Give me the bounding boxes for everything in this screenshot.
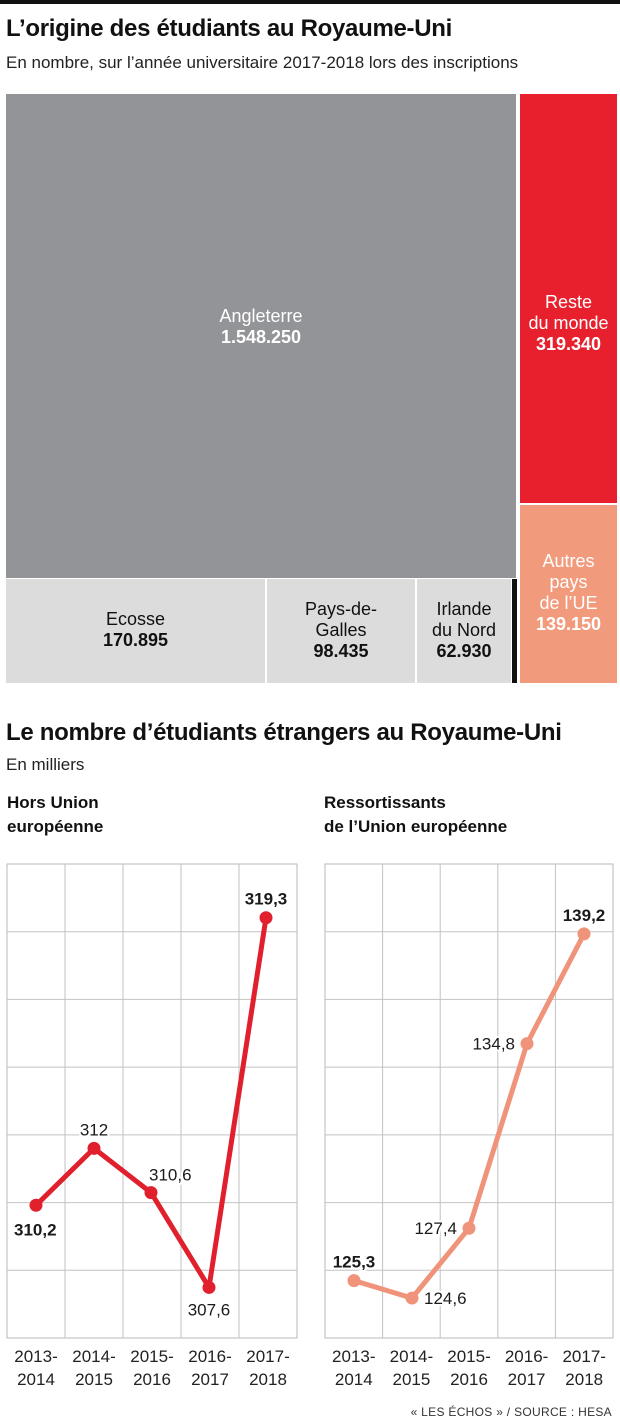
cell-autres-pays-ue-label: Autres pays de l’UE 139.150: [520, 551, 617, 635]
ue-point: [347, 1274, 361, 1288]
hors-ue-point: [29, 1198, 43, 1212]
hors-ue-data-label: 307,6: [188, 1300, 231, 1319]
ue-data-label: 125,3: [333, 1253, 376, 1272]
cell-ecosse: Ecosse 170.895: [6, 579, 265, 683]
ue-data-label: 139,2: [563, 906, 606, 925]
line-section-title: Le nombre d’étudiants étrangers au Royau…: [6, 719, 562, 746]
cell-irlande-du-nord: Irlande du Nord 62.930: [417, 579, 511, 683]
ue-tick-label: 2015-: [447, 1347, 490, 1366]
hors-ue-tick-label: 2015: [75, 1370, 113, 1389]
ue-data-label: 127,4: [414, 1219, 457, 1238]
hors-ue-point: [144, 1186, 158, 1200]
cell-angleterre-label: Angleterre 1.548.250: [6, 306, 516, 348]
cell-divider-bar: [512, 579, 517, 683]
cell-pays-de-galles-value: 98.435: [313, 641, 369, 661]
cell-irlande-du-nord-label: Irlande du Nord 62.930: [417, 599, 511, 662]
cell-pays-de-galles-label: Pays-de- Galles 98.435: [267, 599, 415, 662]
cell-autres-pays-ue-name: Autres pays de l’UE: [539, 551, 598, 613]
ue-tick-label: 2014: [335, 1370, 373, 1389]
cell-ecosse-name: Ecosse: [105, 609, 166, 629]
ue-tick-label: 2016-: [505, 1347, 548, 1366]
ue-plot-area: [324, 863, 614, 1339]
hors-ue-point: [259, 911, 273, 925]
treemap-subtitle: En nombre, sur l’année universitaire 201…: [6, 53, 519, 72]
cell-irlande-du-nord-name: Irlande du Nord: [431, 599, 497, 640]
cell-irlande-du-nord-value: 62.930: [436, 641, 492, 661]
ue-point: [577, 927, 591, 941]
ue-tick-label: 2017-: [562, 1347, 605, 1366]
hors-ue-tick-label: 2015-: [130, 1347, 173, 1366]
panel-title-ue: Ressortissants de l’Union européenne: [324, 793, 508, 836]
ue-data-label: 134,8: [472, 1035, 515, 1054]
line-section-subtitle: En milliers: [6, 755, 85, 774]
hors-ue-tick-label: 2016: [133, 1370, 171, 1389]
hors-ue-tick-label: 2016-: [188, 1347, 231, 1366]
cell-pays-de-galles: Pays-de- Galles 98.435: [267, 579, 415, 683]
ue-tick-label: 2016: [450, 1370, 488, 1389]
ue-point: [462, 1221, 476, 1235]
cell-pays-de-galles-name: Pays-de- Galles: [304, 599, 378, 640]
source-credit: « LES ÉCHOS » / SOURCE : HESA: [410, 1405, 612, 1419]
ue-tick-label: 2013-: [332, 1347, 375, 1366]
hors-ue-tick-label: 2017: [191, 1370, 229, 1389]
ue-tick-label: 2015: [392, 1370, 430, 1389]
hors-ue-tick-label: 2014-: [72, 1347, 115, 1366]
panel-title-hors-ue: Hors Union européenne: [7, 793, 104, 836]
hors-ue-point: [87, 1141, 101, 1155]
cell-reste-du-monde-label: Reste du monde 319.340: [520, 292, 617, 355]
cell-reste-du-monde-value: 319.340: [535, 334, 602, 354]
hors-ue-data-label: 312: [80, 1120, 108, 1139]
hors-ue-point: [202, 1280, 216, 1294]
ue-tick-label: 2017: [508, 1370, 546, 1389]
ue-tick-label: 2018: [565, 1370, 603, 1389]
ue-point: [405, 1291, 419, 1305]
cell-autres-pays-ue: Autres pays de l’UE 139.150: [520, 505, 617, 683]
ue-data-label: 124,6: [424, 1289, 467, 1308]
hors-ue-tick-label: 2017-: [246, 1347, 289, 1366]
treemap-title: L’origine des étudiants au Royaume-Uni: [6, 15, 453, 42]
hors-ue-data-label: 310,6: [149, 1166, 192, 1185]
cell-angleterre: Angleterre 1.548.250: [6, 94, 516, 578]
cell-autres-pays-ue-value: 139.150: [535, 614, 602, 634]
cell-reste-du-monde-name: Reste du monde: [528, 292, 609, 333]
cell-reste-du-monde: Reste du monde 319.340: [520, 94, 617, 503]
ue-point: [520, 1037, 534, 1051]
ue-tick-label: 2014-: [390, 1347, 433, 1366]
hors-ue-tick-label: 2018: [249, 1370, 287, 1389]
hors-ue-data-label: 310,2: [14, 1220, 57, 1239]
hors-ue-plot-area: [6, 863, 298, 1339]
top-rule: [0, 0, 620, 4]
cell-angleterre-value: 1.548.250: [220, 327, 302, 347]
hors-ue-tick-label: 2014: [17, 1370, 55, 1389]
cell-ecosse-value: 170.895: [102, 630, 169, 650]
cell-ecosse-label: Ecosse 170.895: [6, 609, 265, 651]
hors-ue-tick-label: 2013-: [14, 1347, 57, 1366]
hors-ue-data-label: 319,3: [245, 890, 288, 909]
cell-angleterre-name: Angleterre: [219, 306, 303, 326]
